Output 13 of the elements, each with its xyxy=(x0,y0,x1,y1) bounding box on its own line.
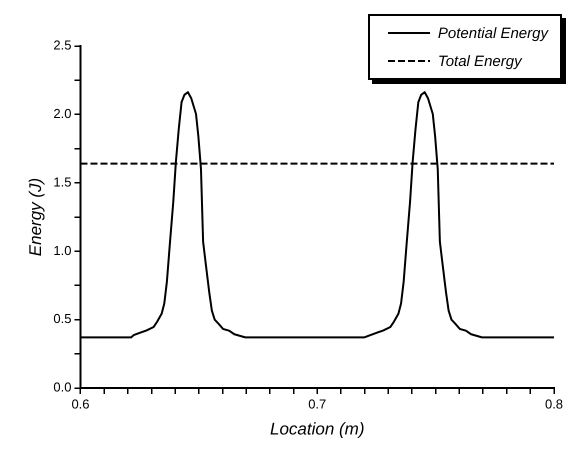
x-axis-title: Location (m) xyxy=(270,420,364,439)
y-axis-title: Energy (J) xyxy=(26,178,45,256)
y-tick-label: 1.0 xyxy=(53,242,72,258)
legend-label: Potential Energy xyxy=(438,24,548,42)
y-tick-label: 0.5 xyxy=(53,311,72,326)
y-tick-label: 2.0 xyxy=(53,106,72,121)
x-tick-label: 0.8 xyxy=(544,396,564,412)
x-tick-label: 0.6 xyxy=(71,396,90,412)
y-tick-label: 2.5 xyxy=(53,38,72,53)
y-tick-label: 0.0 xyxy=(53,380,72,395)
y-tick-label: 1.5 xyxy=(53,174,72,190)
x-tick-label: 0.7 xyxy=(308,396,326,412)
legend-label: Total Energy xyxy=(438,52,522,70)
